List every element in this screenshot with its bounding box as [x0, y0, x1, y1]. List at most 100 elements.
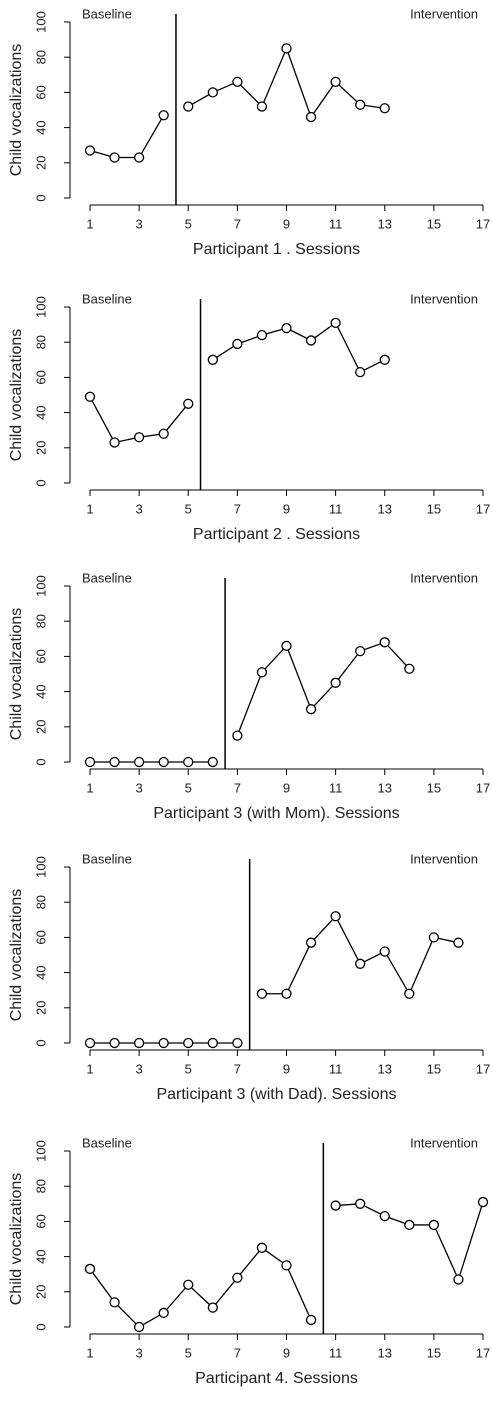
y-tick-label: 100 — [33, 11, 48, 33]
data-point — [207, 1302, 218, 1313]
x-tick-label: 9 — [283, 1061, 290, 1076]
data-point — [256, 330, 268, 341]
y-tick-label: 60 — [33, 649, 48, 663]
phase-label: Baseline — [82, 1135, 132, 1150]
x-tick-label: 7 — [234, 501, 241, 516]
phase-label: Intervention — [410, 1135, 478, 1150]
y-tick-label: 80 — [33, 335, 48, 349]
y-tick-label: 40 — [33, 684, 48, 698]
data-point — [281, 322, 292, 334]
data-point — [232, 76, 243, 87]
x-tick-label: 3 — [136, 216, 143, 231]
y-tick-label: 40 — [33, 120, 48, 134]
x-axis-label: Participant 3 (with Dad). Sessions — [156, 1086, 396, 1103]
data-point — [379, 103, 390, 114]
data-point — [183, 1279, 194, 1290]
x-tick-label: 7 — [234, 780, 241, 795]
y-tick-label: 0 — [33, 758, 48, 765]
data-point — [158, 1037, 169, 1049]
data-point — [133, 1321, 145, 1333]
data-line — [89, 114, 165, 159]
x-axis-label: Participant 4. Sessions — [195, 1370, 358, 1387]
data-point — [305, 1314, 317, 1326]
data-point — [281, 43, 292, 54]
x-tick-label: 9 — [283, 216, 290, 231]
data-point — [355, 366, 366, 378]
data-line — [187, 46, 385, 119]
data-point — [133, 756, 145, 768]
data-point — [109, 437, 120, 448]
x-tick-label: 1 — [86, 501, 93, 516]
x-tick-label: 1 — [86, 1345, 93, 1360]
data-point — [256, 667, 268, 678]
x-tick-label: 11 — [329, 501, 343, 516]
data-line — [236, 641, 410, 736]
data-point — [404, 663, 415, 674]
x-tick-label: 9 — [283, 780, 290, 795]
y-tick-label: 40 — [33, 965, 48, 979]
data-point — [109, 1297, 120, 1308]
x-tick-label: 17 — [476, 780, 490, 795]
data-point — [109, 756, 120, 768]
x-tick-label: 15 — [427, 216, 441, 231]
y-axis-label: Child vocalizations — [8, 889, 25, 1022]
data-point — [84, 391, 96, 402]
data-point — [232, 1272, 243, 1283]
phase-label: Intervention — [410, 291, 478, 306]
data-point — [256, 1242, 268, 1253]
data-line — [89, 1246, 312, 1328]
phase-label: Intervention — [410, 6, 478, 21]
data-point — [133, 152, 145, 163]
data-point — [158, 428, 169, 439]
data-point — [232, 338, 243, 350]
data-point — [428, 1219, 440, 1231]
phase-label: Intervention — [410, 570, 478, 585]
data-point — [379, 637, 390, 648]
x-tick-label: 9 — [283, 1345, 290, 1360]
data-point — [183, 1037, 194, 1049]
x-tick-label: 3 — [136, 780, 143, 795]
x-tick-label: 13 — [378, 1061, 392, 1076]
data-point — [84, 145, 96, 156]
x-tick-label: 7 — [234, 1345, 241, 1360]
y-tick-label: 100 — [33, 575, 48, 597]
data-point — [183, 398, 194, 409]
x-axis-label: Participant 2 . Sessions — [193, 526, 360, 543]
phase-label: Baseline — [82, 291, 132, 306]
data-point — [109, 1037, 120, 1049]
data-point — [305, 111, 317, 123]
x-tick-label: 7 — [234, 216, 241, 231]
data-point — [330, 1200, 341, 1211]
data-point — [305, 704, 317, 715]
y-tick-label: 80 — [33, 614, 48, 628]
panel: Child vocalizations Participant 4. Sessio… — [8, 1135, 490, 1387]
data-point — [477, 1196, 489, 1208]
data-point — [84, 756, 96, 768]
x-tick-label: 15 — [427, 501, 441, 516]
x-tick-label: 1 — [86, 1061, 93, 1076]
panel: Child vocalizations Participant 3 (with M… — [8, 570, 490, 822]
panel: Child vocalizations Participant 3 (with D… — [8, 851, 490, 1103]
data-point — [109, 152, 120, 163]
y-tick-label: 20 — [33, 1285, 48, 1299]
data-point — [379, 946, 390, 957]
data-point — [330, 76, 341, 87]
data-point — [158, 756, 169, 768]
data-point — [379, 354, 390, 365]
y-tick-label: 100 — [33, 1140, 48, 1162]
x-tick-label: 13 — [378, 1345, 392, 1360]
x-tick-label: 5 — [185, 780, 192, 795]
y-tick-label: 20 — [33, 156, 48, 170]
data-point — [84, 1037, 96, 1049]
data-point — [355, 99, 366, 110]
y-axis-label: Child vocalizations — [8, 44, 25, 177]
data-point — [404, 1219, 415, 1231]
y-tick-label: 20 — [33, 1001, 48, 1015]
data-point — [404, 988, 415, 999]
data-point — [207, 87, 218, 98]
y-tick-label: 60 — [33, 930, 48, 944]
data-point — [133, 1037, 145, 1049]
x-tick-label: 3 — [136, 1061, 143, 1076]
y-tick-label: 0 — [33, 479, 48, 486]
data-point — [428, 932, 440, 943]
